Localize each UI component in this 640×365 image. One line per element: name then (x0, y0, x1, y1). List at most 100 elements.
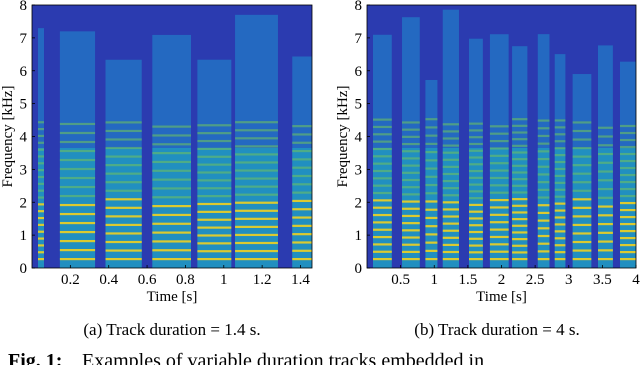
harmonic (152, 205, 191, 208)
harmonic (38, 155, 45, 158)
harmonic (597, 170, 613, 173)
harmonic (442, 258, 459, 261)
harmonic (197, 163, 232, 166)
harmonic (489, 250, 509, 253)
voiced-region (597, 148, 613, 268)
harmonic (59, 194, 96, 198)
harmonic (469, 210, 483, 213)
harmonic (597, 214, 613, 217)
harmonic (152, 187, 191, 190)
harmonic (512, 191, 528, 194)
harmonic (572, 232, 592, 235)
voiced-region (537, 148, 550, 268)
harmonic (489, 235, 509, 239)
harmonic (292, 191, 312, 194)
harmonic (620, 215, 636, 219)
harmonic (489, 198, 509, 202)
harmonic (572, 189, 592, 192)
harmonic (442, 236, 459, 239)
harmonic (620, 173, 636, 177)
harmonic (469, 217, 483, 220)
harmonic (59, 140, 96, 144)
harmonic (537, 234, 550, 238)
harmonic (425, 142, 438, 145)
harmonic (572, 146, 592, 150)
harmonic (489, 169, 509, 172)
harmonic (402, 193, 420, 196)
harmonic (597, 196, 613, 199)
harmonic (402, 186, 420, 189)
harmonic (537, 219, 550, 222)
harmonic (38, 127, 45, 131)
harmonic (554, 258, 566, 261)
harmonic (537, 211, 550, 215)
harmonic (537, 227, 550, 230)
harmonic (489, 162, 509, 165)
voiced-region (512, 148, 528, 268)
harmonic (512, 218, 528, 221)
x-tick-label: 1 (220, 272, 228, 288)
harmonic (442, 137, 459, 140)
y-tick-label: 6 (355, 64, 363, 80)
harmonic (469, 163, 483, 166)
harmonic (197, 202, 232, 206)
harmonic (59, 167, 96, 171)
harmonic (235, 241, 278, 245)
harmonic (537, 196, 550, 199)
y-tick-label: 0 (355, 261, 363, 277)
figure-caption: Examples of variable duration tracks emb… (82, 350, 484, 365)
voiced-region (235, 148, 278, 268)
harmonic (292, 241, 312, 244)
harmonic (235, 249, 278, 253)
harmonic (402, 229, 420, 232)
harmonic (105, 198, 142, 201)
harmonic (59, 158, 96, 162)
harmonic (512, 151, 528, 154)
x-tick-label: 2.5 (526, 272, 545, 288)
harmonic (512, 204, 528, 207)
harmonic (373, 177, 392, 180)
harmonic (152, 222, 191, 225)
harmonic (442, 250, 459, 254)
harmonic (572, 129, 592, 133)
harmonic (402, 258, 420, 261)
harmonic (469, 149, 483, 152)
harmonic (537, 258, 550, 261)
harmonic (402, 135, 420, 138)
harmonic (620, 222, 636, 226)
y-tick-label: 0 (20, 261, 28, 277)
harmonic (572, 155, 592, 158)
harmonic (197, 195, 232, 198)
harmonic (554, 216, 566, 219)
y-tick-label: 2 (355, 195, 363, 211)
harmonic (59, 131, 96, 135)
harmonic (235, 161, 278, 164)
harmonic (292, 233, 312, 236)
y-tick-label: 5 (355, 97, 363, 113)
y-tick-label: 4 (355, 130, 363, 146)
harmonic (572, 138, 592, 141)
harmonic (402, 142, 420, 146)
harmonic (512, 231, 528, 234)
harmonic (442, 158, 459, 161)
x-tick-label: 4 (632, 272, 640, 288)
x-tick-label: 0.5 (391, 272, 410, 288)
x-tick-label: 1.2 (253, 272, 272, 288)
harmonic (554, 237, 566, 240)
harmonic (373, 147, 392, 151)
harmonic (425, 233, 438, 236)
harmonic (425, 200, 438, 203)
harmonic (512, 178, 528, 181)
harmonic (152, 231, 191, 234)
harmonic (59, 149, 96, 153)
harmonic (197, 226, 232, 229)
harmonic (235, 169, 278, 172)
harmonic (38, 258, 45, 261)
harmonic (554, 119, 566, 122)
harmonic (105, 172, 142, 175)
harmonic (425, 151, 438, 154)
harmonic (292, 158, 312, 161)
harmonic (425, 216, 438, 220)
harmonic (554, 223, 566, 226)
harmonic (620, 236, 636, 240)
